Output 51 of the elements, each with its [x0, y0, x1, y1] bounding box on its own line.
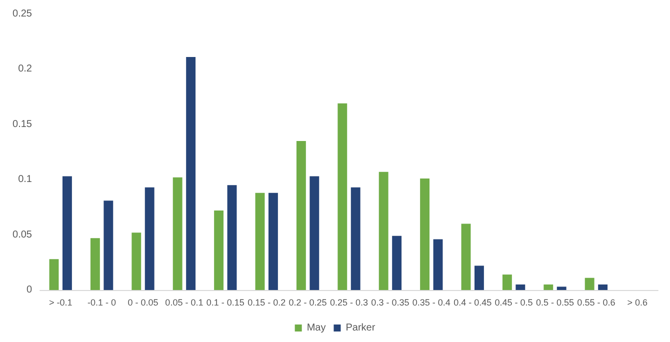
x-tick-label: -0.1 - 0 — [88, 298, 116, 308]
bar — [598, 284, 608, 290]
x-tick-label: 0.15 - 0.2 — [248, 298, 286, 308]
bar — [338, 103, 348, 290]
x-tick-label: 0.35 - 0.4 — [412, 298, 450, 308]
bar — [544, 284, 554, 290]
x-tick-label: > -0.1 — [48, 298, 72, 308]
bar — [474, 266, 484, 290]
bar — [296, 140, 306, 290]
x-tick-label: 0 - 0.05 — [128, 298, 158, 308]
bar — [310, 176, 320, 290]
bar — [461, 224, 471, 290]
legend-label: May — [306, 322, 326, 334]
x-tick-label: 0.45 - 0.5 — [494, 298, 533, 308]
bar — [49, 259, 59, 290]
bar — [104, 200, 114, 290]
y-tick-label: 0.25 — [12, 8, 32, 20]
bar — [214, 210, 224, 290]
x-tick-label: 0.05 - 0.1 — [165, 298, 204, 308]
bar — [392, 236, 402, 290]
bar — [350, 187, 360, 290]
y-tick-label: 0.05 — [12, 229, 32, 240]
bar — [378, 172, 388, 290]
bar — [420, 178, 430, 290]
bar — [584, 278, 594, 290]
x-tick-label: 0.25 - 0.3 — [330, 298, 368, 308]
bar — [227, 185, 237, 290]
bar — [90, 238, 100, 290]
x-tick-label: 0.4 - 0.45 — [454, 298, 492, 308]
bar — [433, 239, 443, 290]
y-tick-label: 0.15 — [12, 118, 32, 130]
bar — [132, 232, 142, 290]
bar — [556, 286, 566, 290]
y-tick-label: 0.1 — [18, 174, 32, 186]
legend-label: Parker — [346, 322, 376, 334]
x-tick-label: 0.2 - 0.25 — [288, 298, 327, 308]
y-tick-label: 0 — [26, 284, 32, 296]
bar — [516, 284, 526, 290]
bar — [172, 177, 182, 290]
x-tick-label: > 0.6 — [627, 298, 648, 308]
bar — [255, 192, 265, 290]
x-tick-label: 0.5 - 0.55 — [536, 298, 574, 308]
y-tick-label: 0.2 — [18, 64, 32, 75]
bar — [144, 187, 154, 290]
x-tick-label: 0.3 - 0.35 — [371, 298, 410, 308]
x-tick-label: 0.55 - 0.6 — [577, 298, 616, 308]
bar — [502, 274, 512, 290]
bar — [186, 57, 196, 290]
x-tick-label: 0.1 - 0.15 — [206, 298, 244, 308]
bar — [62, 176, 72, 290]
bar — [268, 192, 278, 290]
